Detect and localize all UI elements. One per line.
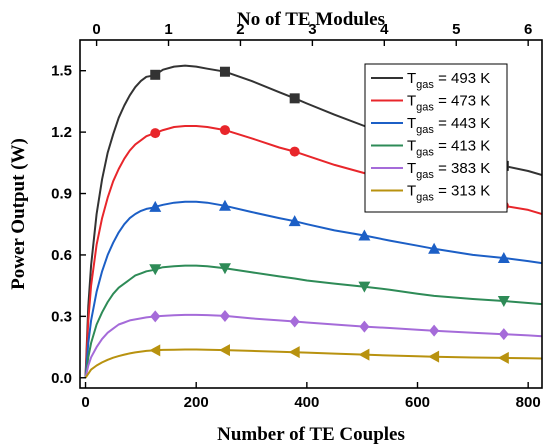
legend-box (364, 63, 508, 213)
data-point-marker (288, 215, 301, 227)
y-tick-label: 1.2 (51, 124, 72, 141)
data-point-marker (150, 128, 161, 139)
x-tick-label: 400 (294, 394, 319, 411)
data-point-marker (289, 315, 300, 328)
x2-tick-label: 0 (92, 21, 100, 38)
series-4 (84, 263, 542, 378)
y-tick-label: 1.5 (51, 63, 72, 80)
series-line (84, 348, 542, 379)
legend-item: Tgas = 443 K (371, 115, 490, 136)
x2-tick-label: 4 (380, 21, 389, 38)
data-point-marker (289, 146, 300, 157)
legend-label: Tgas = 493 K (407, 70, 490, 91)
series-line (84, 313, 542, 379)
y-tick-label: 0.6 (51, 247, 72, 264)
x-tick-label: 600 (405, 394, 430, 411)
data-point-marker (149, 344, 161, 357)
data-point-marker (150, 310, 161, 323)
data-point-marker (359, 320, 370, 333)
legend-item: Tgas = 313 K (371, 183, 490, 204)
legend-item: Tgas = 473 K (371, 93, 490, 114)
legend-item: Tgas = 493 K (371, 70, 490, 91)
y-tick-label: 0.3 (51, 308, 72, 325)
series-6 (84, 344, 542, 379)
plot-frame (79, 39, 543, 389)
x-tick-label: 200 (184, 394, 209, 411)
legend-item: Tgas = 413 K (371, 138, 490, 159)
x2-tick-label: 6 (524, 21, 532, 38)
series-3 (84, 199, 542, 378)
data-point-marker (218, 199, 231, 211)
data-point-marker (218, 344, 230, 357)
data-point-marker (358, 281, 371, 293)
series-5 (84, 309, 542, 379)
data-point-marker (219, 66, 230, 77)
data-point-marker (428, 242, 441, 254)
ticks-layer: 0 200 400 600 800 0.0 0.3 0.6 0.9 1.2 1.5 0 1 2 3 4 5 6 (51, 21, 541, 411)
data-point-marker (428, 350, 440, 363)
x-axis-title: Number of TE Couples (217, 424, 405, 445)
legend-item: Tgas = 383 K (371, 160, 490, 181)
data-point-marker (149, 200, 162, 212)
series-line (84, 264, 542, 378)
y-tick-label: 0.0 (51, 370, 72, 387)
legend-label: Tgas = 473 K (407, 93, 490, 114)
x2-tick-label: 1 (164, 21, 172, 38)
x2-tick-label: 5 (452, 21, 460, 38)
x2-tick-label: 2 (236, 21, 244, 38)
x2-axis-title: No of TE Modules (237, 9, 385, 30)
data-point-marker (219, 309, 230, 322)
data-point-marker (219, 125, 230, 136)
data-point-marker (498, 328, 509, 341)
data-point-marker (497, 252, 510, 264)
y-tick-label: 0.9 (51, 186, 72, 203)
legend-label: Tgas = 443 K (407, 115, 490, 136)
data-point-marker (497, 351, 509, 364)
data-point-marker (358, 348, 370, 361)
legend-label: Tgas = 313 K (407, 183, 490, 204)
data-point-marker (497, 296, 510, 307)
data-point-marker (149, 264, 162, 276)
legend-label: Tgas = 413 K (407, 138, 490, 159)
x-tick-label: 800 (516, 394, 541, 411)
series-line (84, 200, 542, 378)
x-tick-label: 0 (81, 394, 89, 411)
data-point-marker (218, 263, 231, 275)
data-point-marker (358, 229, 371, 241)
x2-tick-label: 3 (308, 21, 316, 38)
y-axis-title: Power Output (W) (8, 138, 29, 290)
data-point-marker (429, 324, 440, 337)
data-point-marker (150, 69, 161, 80)
legend-label: Tgas = 383 K (407, 160, 490, 181)
data-point-marker (288, 346, 300, 359)
data-point-marker (289, 93, 300, 104)
